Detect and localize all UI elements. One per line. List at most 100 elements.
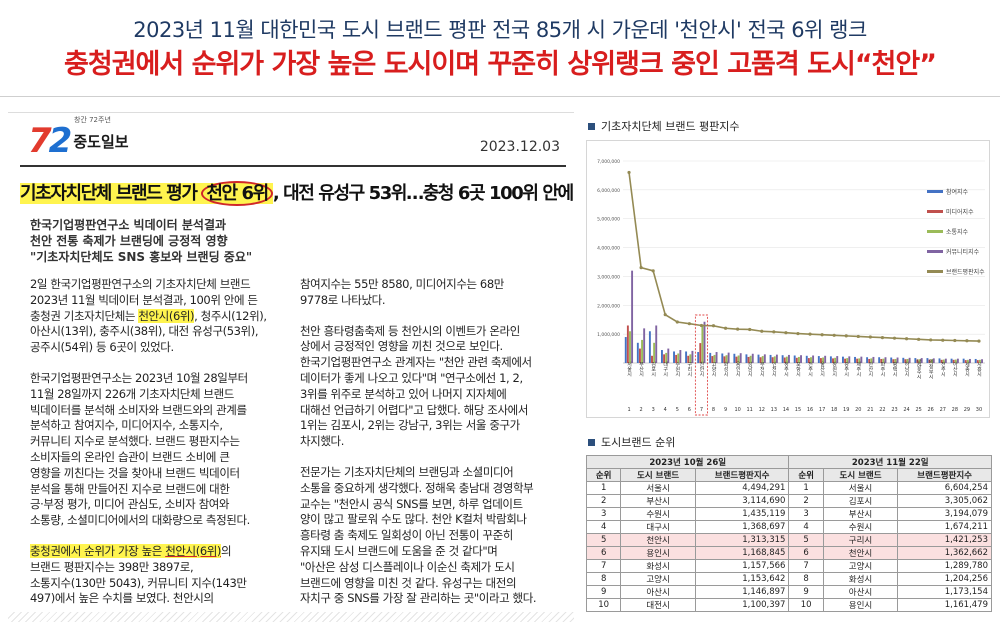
bar-미디어지수 [868,358,871,363]
bar-커뮤니티지수 [932,358,935,363]
line-point [965,339,969,343]
x-category-label: 남양주시 [916,358,922,379]
bar-커뮤니티지수 [956,358,959,363]
x-rank-label: 23 [891,407,897,413]
bar-소통지수 [894,358,897,363]
x-rank-label: 18 [831,407,837,413]
bar-미디어지수 [976,360,979,363]
rank-cell: 3 [788,507,824,521]
index-cell: 1,289,780 [897,559,992,573]
x-rank-label: 21 [867,407,873,413]
index-cell: 3,194,079 [897,507,992,521]
city-cell: 수원시 [822,520,899,534]
line-point [723,326,728,330]
news-date: 2023.12.03 [479,139,560,155]
bar-참여지수 [624,337,627,363]
bar-커뮤니티지수 [763,354,766,363]
chart-svg: 7,000,000 6,000,000 5,000,000 4,000,000 3,00… [597,159,985,416]
bar-참여지수 [745,354,748,363]
line-point [784,331,788,335]
line-point [904,337,909,341]
x-category-label: 천안시 [698,361,704,377]
line-point [699,323,704,328]
bar-참여지수 [974,358,977,363]
legend-swatch [927,189,943,193]
city-cell: 대전시 [620,598,696,612]
bar-미디어지수 [747,356,750,363]
x-rank-label: 14 [783,407,789,413]
x-rank-label: 6 [688,407,691,413]
bar-커뮤니티지수 [800,355,802,363]
city-cell: 화성시 [822,572,899,586]
bar-커뮤니티지수 [691,350,694,363]
bar-소통지수 [810,357,812,363]
bar-미디어지수 [928,359,931,363]
line-point [832,333,836,337]
x-rank-label: 25 [915,407,921,413]
line-point [760,329,764,333]
x-category-label: 김포시 [650,361,656,377]
line-point [736,327,740,331]
bar-소통지수 [906,358,909,363]
x-category-label: 수원시 [674,362,680,377]
line-point [917,337,921,341]
bar-미디어지수 [807,358,810,363]
bar-미디어지수 [940,359,943,363]
x-rank-label: 7 [700,407,703,413]
rank-cell: 6 [585,546,622,560]
bar-참여지수 [793,355,796,363]
y-tick-label: 5,000,000 [597,217,620,223]
bar-소통지수 [822,357,825,363]
col-rank: 순위 [585,468,622,482]
x-category-label: 부천시 [759,362,765,377]
city-cell: 부산시 [620,494,696,508]
bar-미디어지수 [687,355,690,363]
line-point [663,313,667,317]
col-city: 도시 브랜드 [620,468,696,482]
bar-커뮤니티지수 [920,358,923,363]
x-category-label: 포항시 [795,362,801,377]
bar-참여지수 [914,358,917,363]
bar-소통지수 [701,325,704,363]
right-period: 2023년 11월 22일 [788,455,992,469]
bar-커뮤니티지수 [908,357,911,363]
bar-미디어지수 [735,356,738,363]
bar-미디어지수 [819,358,822,363]
bar-소통지수 [966,359,969,363]
line-point [808,332,812,336]
rank-cell: 1 [585,481,622,495]
rank-cell: 3 [585,507,622,521]
bar-참여지수 [842,356,844,363]
line-point [711,324,716,328]
index-cell: 1,168,845 [694,546,790,560]
city-cell: 고양시 [822,559,899,573]
table-row: 5 천안시 1,313,315 5 구리시 1,421,253 [585,533,992,547]
bar-참여지수 [866,357,869,363]
bar-미디어지수 [651,355,653,363]
y-tick-label: 2,000,000 [597,303,620,309]
x-rank-label: 10 [734,407,740,413]
index-cell: 6,604,254 [897,481,992,495]
logo-number: 72 [28,121,72,161]
legend-swatch [927,269,943,273]
x-rank-label: 22 [879,407,885,413]
bar-소통지수 [954,359,957,363]
city-cell: 구리시 [822,533,899,547]
bar-참여지수 [685,351,688,363]
logo-name: 중도일보 [73,132,129,151]
rank-cell: 4 [788,520,824,534]
bar-참여지수 [950,358,953,363]
bar-소통지수 [773,356,776,363]
line-point [651,269,655,273]
bar-소통지수 [942,359,945,363]
bar-미디어지수 [675,354,678,363]
bar-커뮤니티지수 [679,350,682,363]
rank-cell: 4 [585,520,622,534]
bar-미디어지수 [723,356,726,363]
newspaper-logo: 창간 72주년 72 중도일보 [28,116,129,161]
bar-커뮤니티지수 [812,355,815,363]
index-cell: 1,100,397 [694,598,790,612]
x-category-label: 울산시 [819,362,825,377]
bar-미디어지수 [916,359,919,363]
bar-참여지수 [769,354,772,363]
